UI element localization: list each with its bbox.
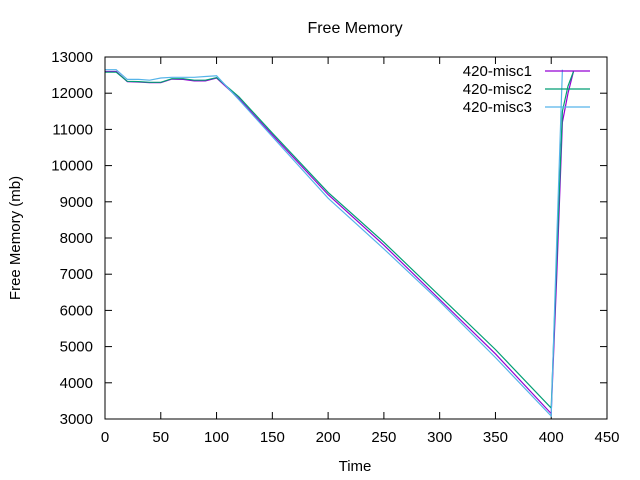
x-tick-label: 150 [260,429,285,446]
legend-label: 420-misc3 [463,99,532,116]
y-tick-label: 13000 [51,49,93,66]
plot-frame [104,56,608,420]
legend-label: 420-misc2 [463,81,532,98]
y-tick-label: 7000 [60,266,93,283]
y-tick-label: 5000 [60,339,93,356]
x-tick-label: 50 [152,429,169,446]
y-tick-label: 11000 [52,121,93,138]
y-tick-label: 6000 [60,302,93,319]
plot-series [105,69,575,418]
x-tick-label: 300 [427,429,452,446]
y-axis-label: Free Memory (mb) [7,176,24,300]
x-tick-label: 400 [539,429,564,446]
y-tick-label: 3000 [60,411,93,428]
y-tick-label: 9000 [60,194,93,211]
x-tick-label: 200 [316,429,341,446]
axis-ticks: 0 50 100 150 200 250 300 350 400 450 3000 4000 5000 6… [51,49,619,446]
y-tick-label: 8000 [60,230,93,247]
x-tick-label: 100 [204,429,229,446]
y-tick-label: 12000 [51,85,93,102]
x-tick-label: 450 [594,429,619,446]
x-tick-label: 0 [101,429,109,446]
y-tick-label: 10000 [51,158,93,175]
chart-title: Free Memory [307,20,402,37]
y-tick-label: 4000 [60,375,93,392]
series-line-420-misc2 [105,71,575,410]
x-tick-label: 350 [483,429,508,446]
series-line-420-misc3 [105,69,563,418]
legend-label: 420-misc1 [463,63,532,80]
x-tick-label: 250 [371,429,396,446]
x-axis-label: Time [339,458,372,475]
series-line-420-misc1 [105,70,575,416]
